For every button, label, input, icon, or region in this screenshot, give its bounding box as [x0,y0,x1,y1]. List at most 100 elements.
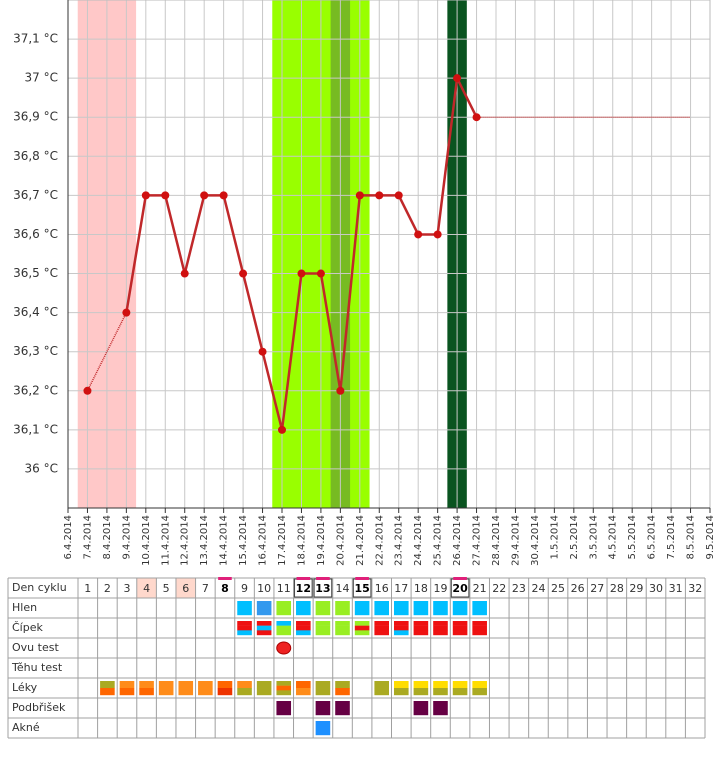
cell-icon [158,681,174,689]
temperature-point [394,191,403,200]
cell-icon [139,688,154,696]
temperature-point [180,269,189,278]
cell-icon [276,681,292,686]
day-number: 24 [531,582,545,595]
row-label: Akné [12,721,40,734]
row-label: Čípek [12,621,43,634]
cell-icon [217,688,233,696]
cell-icon [119,688,135,696]
x-tick-label: 19.4.2014 [316,515,327,566]
day-number: 5 [163,582,170,595]
x-tick-label: 2.5.2014 [569,515,580,560]
cell-icon [296,630,311,636]
day-marker [453,577,467,580]
cell-icon [472,625,487,631]
cell-icon [139,681,154,689]
cell-icon [374,681,389,689]
cell-icon [296,621,311,626]
cell-icon [276,630,292,636]
temperature-point [219,191,228,200]
cell-icon [413,688,429,696]
x-tick-label: 26.4.2014 [452,515,463,566]
y-tick-label: 36,1 °C [13,422,58,436]
x-tick-label: 30.4.2014 [530,515,541,566]
y-tick-label: 36,3 °C [13,344,58,358]
icon-blob [276,641,292,655]
cell-icon [374,601,389,616]
x-tick-label: 20.4.2014 [335,515,346,566]
cell-icon [335,601,350,616]
x-tick-label: 21.4.2014 [355,515,366,566]
row-label: Podbřišek [12,701,66,714]
day-number: 26 [571,582,585,595]
x-tick-label: 15.4.2014 [238,515,249,566]
cell-icon [237,621,252,626]
day-number: 28 [610,582,624,595]
cell-icon [413,625,429,631]
cell-icon [472,630,487,636]
temperature-point [278,425,286,434]
day-number: 21 [473,582,487,595]
cell-icon [413,701,429,716]
day-number: 29 [629,582,643,595]
x-tick-label: 7.4.2014 [82,515,93,560]
pink-day-cell [136,578,157,598]
cell-icon [472,688,487,696]
cell-icon [335,621,350,626]
x-tick-label: 3.5.2014 [588,515,599,560]
day-number: 25 [551,582,565,595]
x-tick-label: 1.5.2014 [549,515,560,560]
cell-icon [100,688,115,696]
cell-icon [413,601,429,616]
day-number: 19 [433,582,447,595]
day-number: 22 [492,582,506,595]
cell-icon [296,625,311,631]
day-number: 16 [375,582,389,595]
cell-icon [433,621,448,626]
cell-icon [452,630,468,636]
cell-icon [178,681,194,689]
temperature-point [316,269,325,278]
cell-icon [198,688,213,696]
cell-icon [276,625,292,631]
cell-icon [256,625,272,631]
cell-icon [315,625,331,631]
day-number: 32 [688,582,702,595]
y-tick-label: 36 °C [25,461,58,475]
cell-icon [256,621,272,626]
x-tick-label: 22.4.2014 [374,515,385,566]
x-tick-label: 4.5.2014 [608,515,619,560]
x-tick-label: 5.5.2014 [627,515,638,560]
y-tick-label: 36,4 °C [13,305,58,319]
cell-icon [276,621,292,626]
temperature-point [141,191,150,200]
cell-icon [198,681,213,689]
temperature-point [414,230,423,239]
x-tick-label: 17.4.2014 [277,515,288,566]
cell-icon [433,688,448,696]
cell-icon [413,630,429,636]
y-tick-label: 37,1 °C [13,32,58,46]
y-tick-label: 36,2 °C [13,383,58,397]
cell-icon [335,681,350,689]
day-number: 2 [104,582,111,595]
cell-icon [237,688,252,696]
cell-icon [472,681,487,689]
cell-icon [433,701,448,716]
cell-icon [335,625,350,631]
day-marker [296,577,311,580]
cell-icon [335,630,350,636]
x-tick-label: 6.5.2014 [647,515,658,560]
cell-icon [237,630,252,636]
plot-border [67,0,711,509]
cell-icon [276,601,292,616]
cell-icon [354,630,370,636]
cell-icon [158,688,174,696]
temperature-point [297,269,306,278]
temperature-point [472,113,481,122]
temperature-point [258,347,267,356]
day-number: 15 [354,582,369,595]
day-marker [355,577,369,580]
cell-icon [472,601,487,616]
